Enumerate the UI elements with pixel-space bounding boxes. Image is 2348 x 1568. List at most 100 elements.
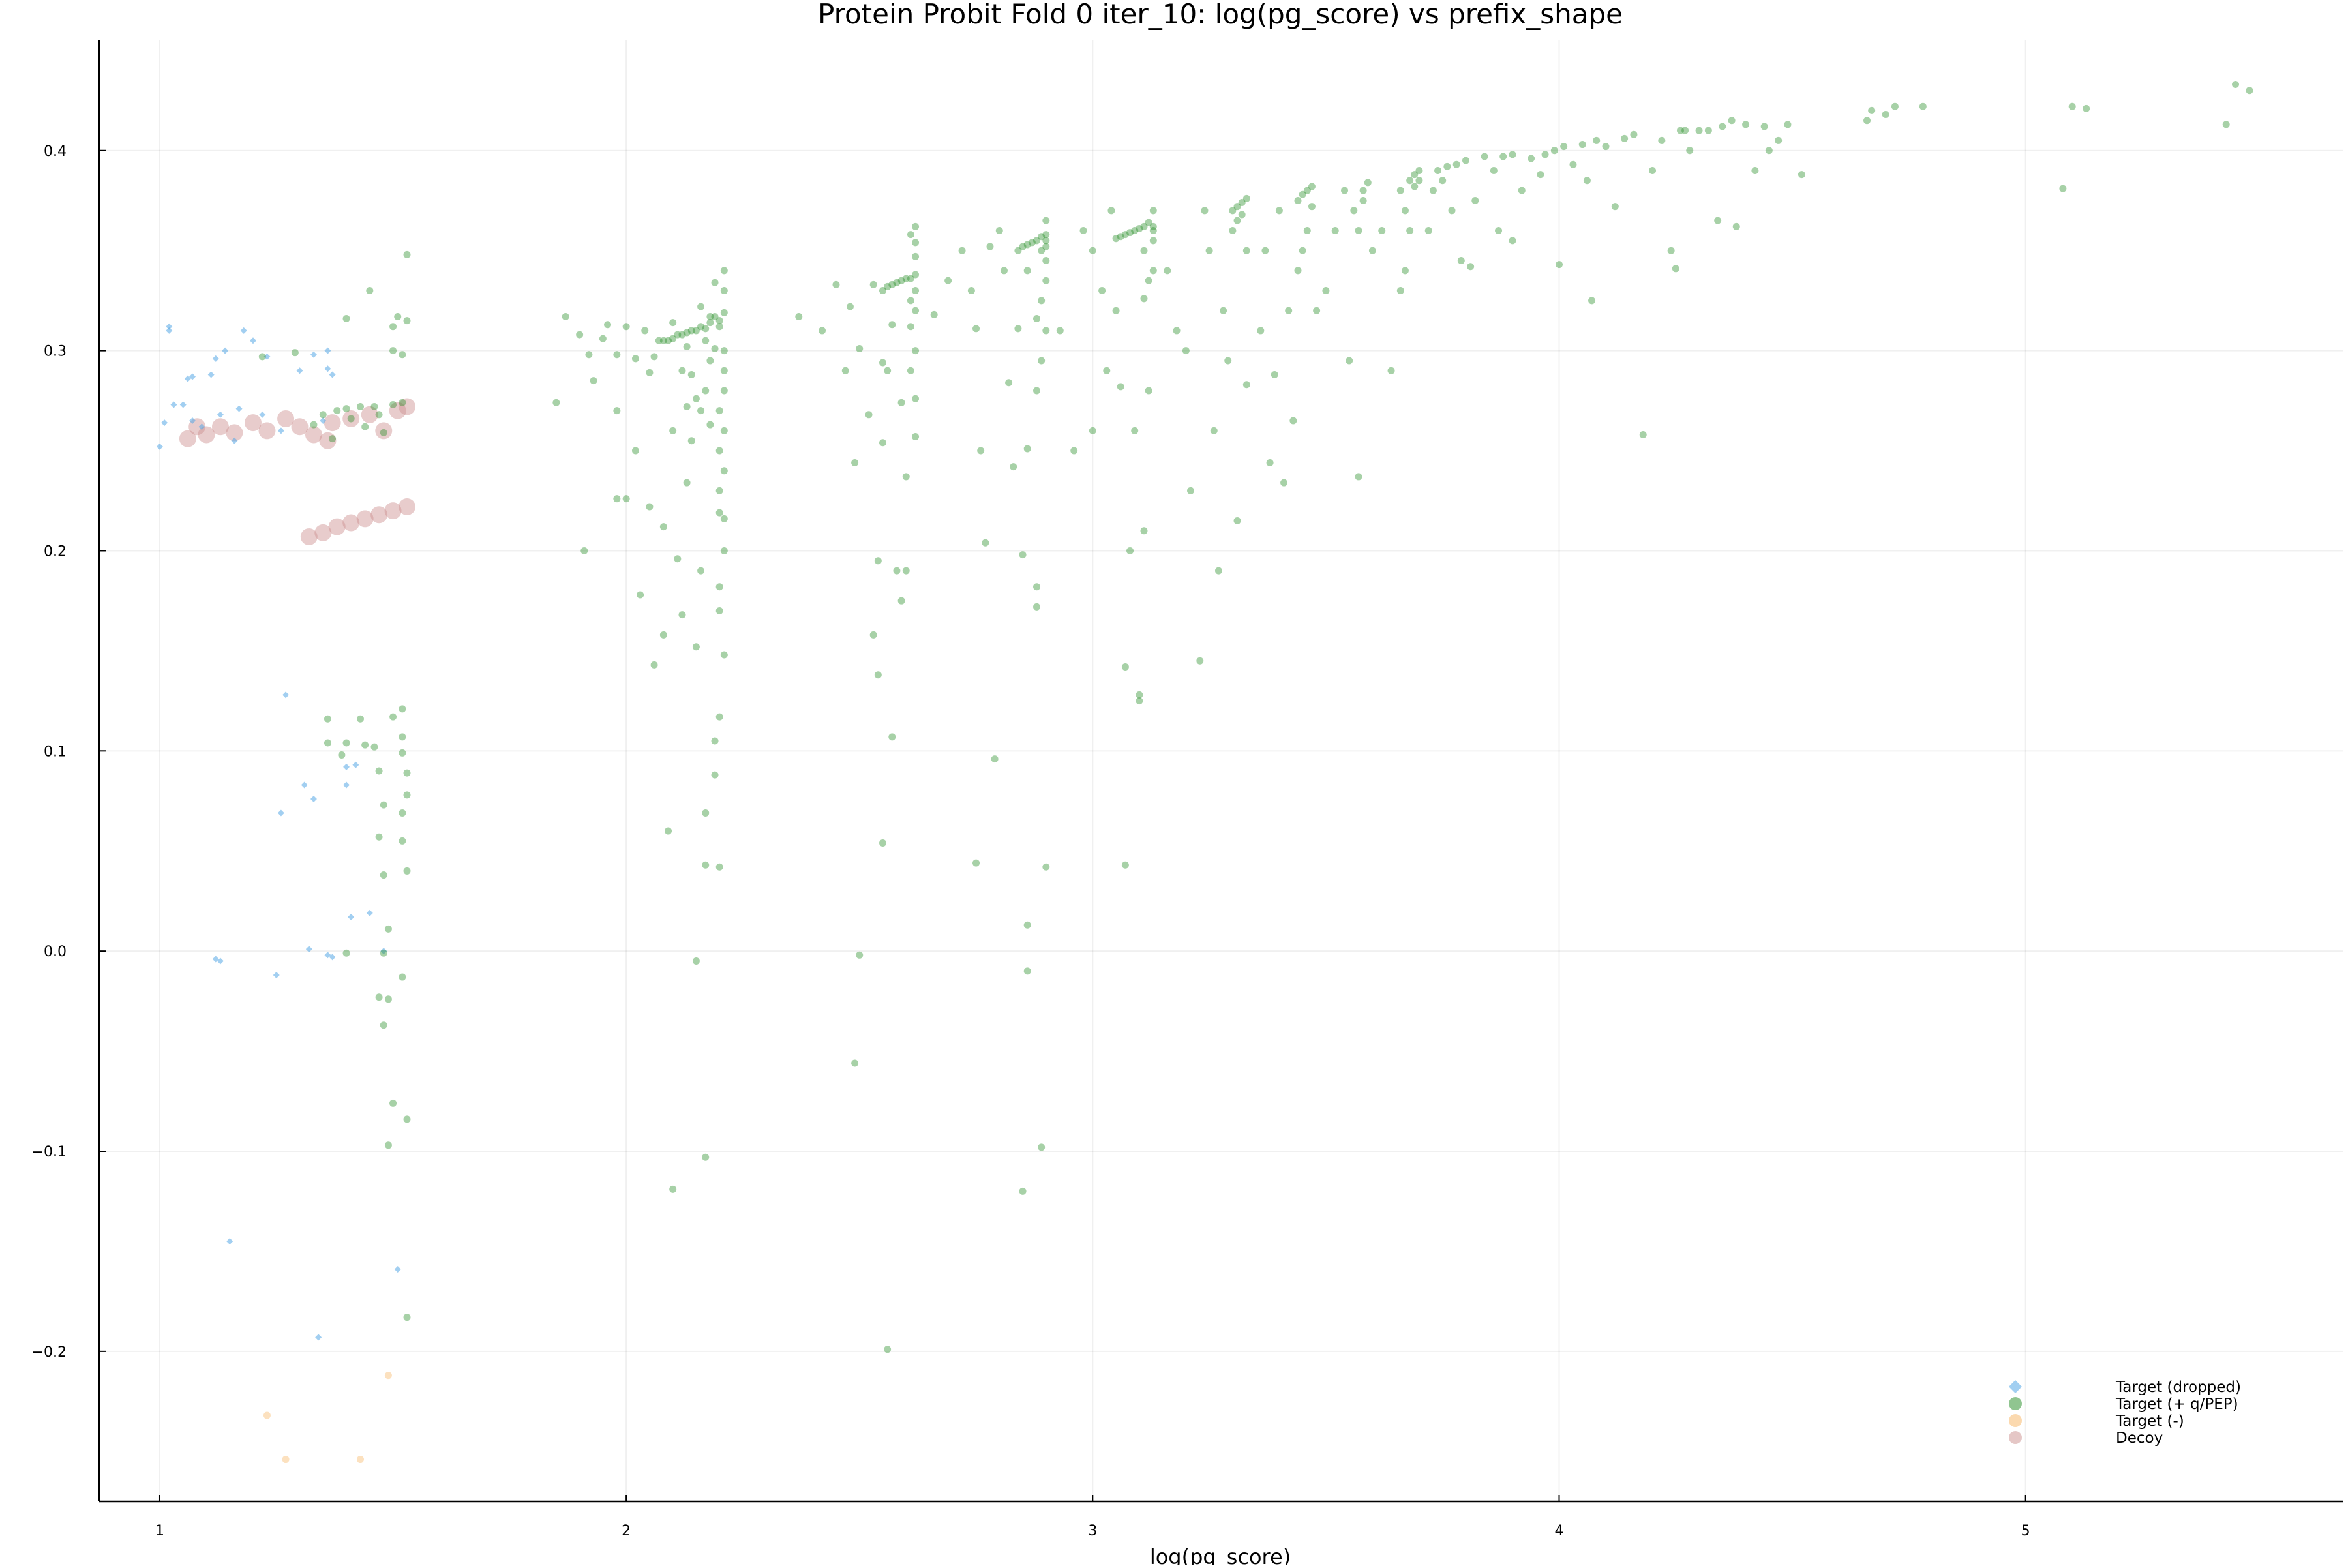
data-point [715, 607, 723, 615]
data-point [1919, 102, 1927, 110]
data-point [1205, 247, 1213, 254]
data-point [1023, 267, 1031, 275]
data-point [348, 914, 355, 920]
data-point [1285, 307, 1293, 314]
data-point [1481, 153, 1488, 160]
data-point [697, 407, 705, 415]
data-point [305, 946, 312, 953]
data-point [1448, 207, 1456, 215]
data-point [1308, 203, 1316, 211]
data-point [217, 957, 224, 965]
data-point [1760, 123, 1768, 130]
data-point [212, 355, 219, 362]
data-point [715, 583, 723, 591]
data-point [263, 1411, 271, 1419]
data-point [912, 252, 920, 260]
data-point [1541, 151, 1549, 158]
data-point [1331, 227, 1339, 235]
data-point [1649, 166, 1657, 174]
data-point [720, 547, 728, 554]
data-point [1233, 203, 1241, 211]
data-point [1452, 160, 1460, 168]
data-point [702, 861, 710, 869]
data-point [282, 1456, 290, 1464]
data-point [715, 407, 723, 415]
data-point [1126, 229, 1134, 237]
data-point [720, 309, 728, 316]
data-point [384, 995, 392, 1003]
data-point [902, 567, 910, 575]
data-point [851, 459, 859, 466]
data-point [1411, 183, 1419, 190]
y-tick-label: 0.1 [44, 744, 67, 760]
data-point [380, 801, 387, 809]
data-point [245, 414, 262, 432]
data-point [343, 781, 350, 789]
data-point [650, 661, 658, 669]
data-point [1396, 187, 1404, 194]
data-point [1140, 527, 1148, 535]
data-point [1751, 166, 1759, 174]
data-point [1355, 227, 1362, 235]
data-point [1117, 383, 1124, 391]
data-point [912, 433, 920, 441]
data-point [692, 957, 700, 965]
data-point [1308, 183, 1316, 190]
data-point [888, 280, 896, 288]
data-point [1686, 147, 1694, 155]
data-point [1490, 166, 1498, 174]
data-point [1131, 227, 1139, 235]
series-target-dropped [156, 323, 401, 1341]
data-point [1038, 357, 1046, 365]
data-point [702, 387, 710, 395]
data-point [930, 310, 938, 318]
data-point [403, 317, 411, 325]
data-point [912, 222, 920, 230]
data-point [1341, 187, 1349, 194]
data-point [995, 227, 1003, 235]
data-point [1681, 127, 1689, 134]
legend: Target (dropped)Target (+ q/PEP)Target (… [2009, 1379, 2241, 1447]
data-point [1868, 106, 1876, 114]
data-point [300, 528, 318, 545]
grid-layer [99, 40, 2343, 1501]
data-point [222, 347, 229, 354]
data-point [166, 323, 173, 330]
data-point [1229, 227, 1237, 235]
y-tick-label: 0.2 [44, 543, 67, 560]
data-point [1387, 367, 1395, 374]
data-point [982, 539, 989, 547]
data-point [1676, 127, 1684, 134]
data-point [211, 418, 229, 436]
data-point [179, 401, 187, 408]
data-point [231, 437, 238, 444]
data-point [715, 713, 723, 721]
data-point [659, 337, 667, 344]
data-point [1140, 295, 1148, 303]
data-point [637, 591, 644, 599]
data-point [1695, 127, 1703, 134]
data-point [1583, 177, 1591, 185]
data-point [1588, 297, 1596, 305]
data-point [1719, 123, 1726, 130]
data-point [399, 398, 416, 415]
data-point [869, 631, 877, 639]
data-point [1518, 187, 1526, 194]
data-point [720, 287, 728, 295]
data-point [819, 327, 826, 335]
y-tick-label: −0.2 [32, 1344, 67, 1361]
data-point [1033, 237, 1041, 245]
data-point [715, 509, 723, 517]
data-point [1023, 445, 1031, 453]
data-point [1149, 267, 1157, 275]
data-point [1537, 171, 1544, 179]
data-point [1070, 447, 1078, 455]
data-point [1201, 207, 1209, 215]
data-point [342, 739, 350, 747]
data-point [599, 335, 607, 342]
data-point [1187, 487, 1195, 494]
data-point [706, 421, 714, 429]
data-point [706, 319, 714, 327]
data-point [907, 297, 914, 305]
